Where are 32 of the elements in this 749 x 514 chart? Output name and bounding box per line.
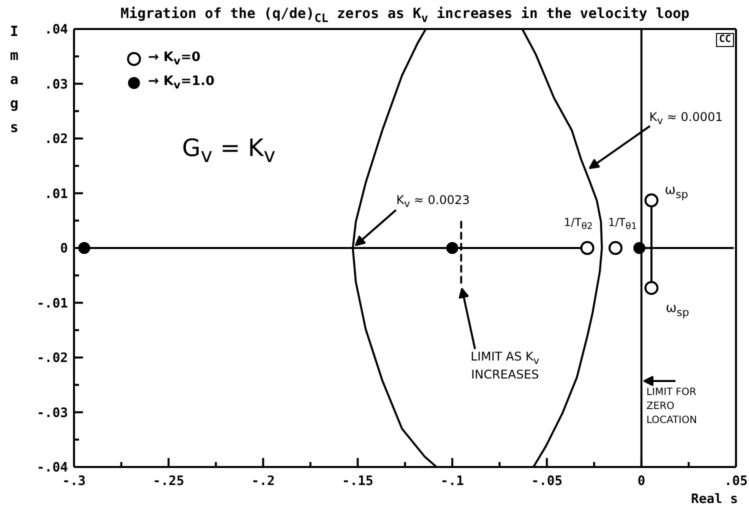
chart-title: Migration of the (q/de)$_{CL}$ zeros as K$_{v}$ increases in the velocity loop — [120, 6, 690, 25]
y-tick-label: .02 — [44, 132, 68, 148]
x-tick-label: -.15 — [342, 474, 374, 489]
y-tick-label: 0 — [60, 242, 68, 257]
x-tick-label: 0 — [638, 474, 646, 489]
annotation: 1/T$_{θ2}$ — [564, 216, 593, 232]
x-tick-label: .05 — [724, 474, 748, 489]
annotation: 1/T$_{θ1}$ — [608, 216, 637, 232]
x-axis-title: Real s — [691, 492, 738, 507]
legend-label: → K$_{v}$=0 — [148, 50, 201, 68]
y-tick-label: -.03 — [36, 406, 68, 421]
x-tick-label: -.2 — [251, 474, 275, 489]
y-tick-label: .04 — [44, 22, 68, 38]
legend-label: → K$_{v}$=1.0 — [148, 74, 214, 92]
y-axis-title: Imag s — [10, 23, 18, 138]
annotation: CC — [716, 33, 734, 47]
ref-line-label: LIMIT FOR ZERO LOCATION — [646, 386, 697, 428]
y-tick-label: -.01 — [36, 296, 68, 312]
x-tick-label: -.3 — [62, 474, 86, 489]
y-tick-label: .01 — [44, 186, 68, 202]
x-tick-label: -.25 — [152, 474, 184, 489]
annotation: K$_{v}$ ≈ 0.0001 — [649, 110, 723, 128]
y-tick-label: -.02 — [36, 351, 68, 366]
annotation: G$_{v}$ = K$_{v}$ — [182, 134, 276, 167]
y-tick-label: -.04 — [36, 460, 68, 476]
x-tick-label: -.05 — [531, 474, 563, 489]
annotation: ω$_{sp}$ — [664, 184, 688, 202]
y-tick-label: .03 — [44, 77, 68, 92]
annotation: LIMIT AS K$_{v}$ INCREASES — [470, 350, 540, 382]
annotation: K$_{v}$ ≈ 0.0023 — [396, 192, 470, 212]
annotation: ω$_{sp}$ — [666, 301, 690, 319]
x-tick-label: -.1 — [440, 474, 464, 489]
